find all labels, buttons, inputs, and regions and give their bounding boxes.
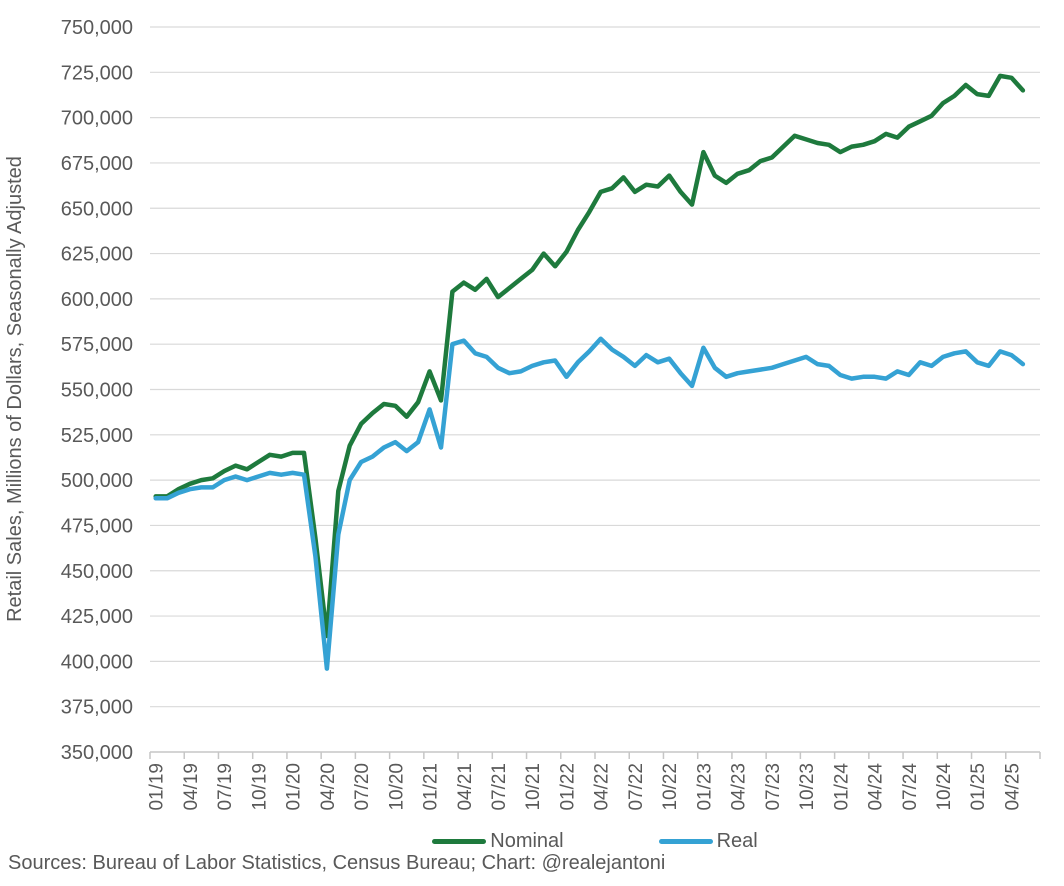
x-tick-label: 10/19 (249, 763, 270, 811)
y-tick-label: 500,000 (61, 470, 133, 492)
y-tick-label: 575,000 (61, 334, 133, 356)
x-tick-label: 07/23 (763, 763, 784, 811)
y-tick-label: 725,000 (61, 62, 133, 84)
x-tick-label: 01/21 (421, 763, 442, 811)
x-tick-label: 07/24 (900, 763, 921, 811)
x-tick-label: 01/23 (694, 763, 715, 811)
y-tick-label: 650,000 (61, 198, 133, 220)
x-tick-label: 07/19 (215, 763, 236, 811)
x-tick-label: 01/24 (831, 763, 852, 811)
x-tick-label: 01/22 (557, 763, 578, 811)
y-tick-label: 550,000 (61, 380, 133, 402)
x-tick-label: 10/24 (934, 763, 955, 811)
x-tick-label: 07/22 (626, 763, 647, 811)
y-axis-title: Retail Sales, Millions of Dollars, Seaso… (4, 156, 26, 622)
legend-label-real: Real (716, 830, 758, 852)
retail-sales-chart: 350,000 375,000 400,000 425,000 450,000 475,0… (4, 17, 1041, 811)
nominal-line-swatch (432, 839, 487, 844)
y-tick-label: 350,000 (61, 742, 133, 764)
x-axis-tick-labels: 01/19 04/19 07/19 10/19 01/20 04/20 07/20 10/20… (147, 763, 1024, 811)
legend-item-real: Real (658, 830, 758, 853)
legend: Nominal Real (150, 830, 1040, 853)
source-attribution: Sources: Bureau of Labor Statistics, Cen… (8, 852, 666, 874)
y-tick-label: 425,000 (61, 606, 133, 628)
x-tick-label: 04/22 (592, 763, 613, 811)
x-tick-label: 07/21 (489, 763, 510, 811)
y-tick-label: 625,000 (61, 244, 133, 266)
x-tick-label: 10/20 (386, 763, 407, 811)
x-tick-label: 04/24 (866, 763, 887, 811)
y-tick-label: 400,000 (61, 651, 133, 673)
x-tick-label: 01/19 (147, 763, 168, 811)
real-line-swatch (658, 839, 713, 844)
x-tick-label: 04/21 (455, 763, 476, 811)
y-tick-label: 525,000 (61, 425, 133, 447)
nominal-line (153, 73, 1026, 639)
y-tick-label: 375,000 (61, 697, 133, 719)
y-tick-label: 700,000 (61, 108, 133, 130)
legend-label-nominal: Nominal (490, 830, 564, 852)
x-tick-label: 10/21 (523, 763, 544, 811)
y-tick-label: 750,000 (61, 17, 133, 39)
x-tick-label: 01/20 (284, 763, 305, 811)
series-lines (153, 73, 1026, 671)
y-tick-label: 600,000 (61, 289, 133, 311)
x-tick-label: 10/23 (797, 763, 818, 811)
x-tick-label: 10/22 (660, 763, 681, 811)
gridlines (150, 26, 1040, 753)
y-tick-label: 450,000 (61, 561, 133, 583)
y-tick-label: 675,000 (61, 153, 133, 175)
x-tick-label: 01/25 (968, 763, 989, 811)
y-axis-tick-labels: 350,000 375,000 400,000 425,000 450,000 475,0… (61, 17, 133, 764)
x-tick-label: 04/23 (729, 763, 750, 811)
x-tick-label: 04/20 (318, 763, 339, 811)
legend-item-nominal: Nominal (432, 830, 564, 853)
y-tick-label: 475,000 (61, 515, 133, 537)
x-tick-label: 07/20 (352, 763, 373, 811)
x-tick-label: 04/25 (1002, 763, 1023, 811)
x-axis (149, 752, 1041, 759)
real-line (153, 336, 1026, 671)
x-tick-label: 04/19 (181, 763, 202, 811)
